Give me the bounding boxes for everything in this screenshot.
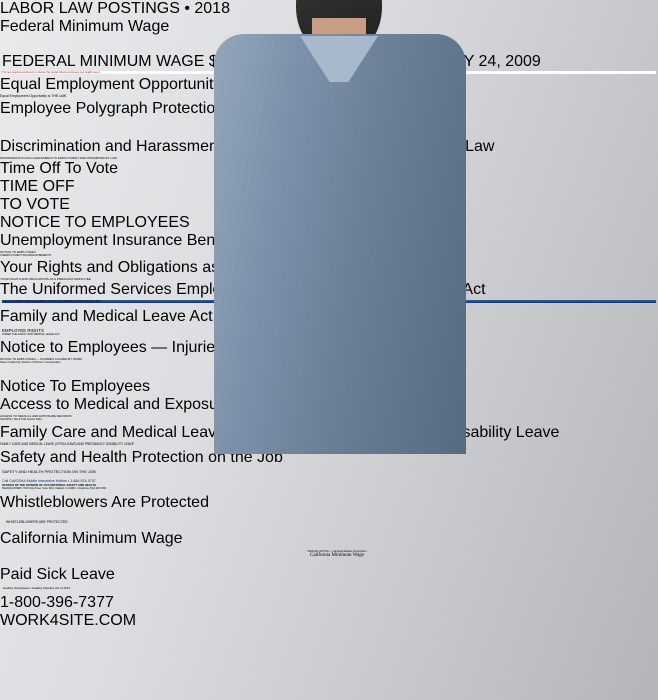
notice-calosha-offices: Call Cal/OSHA Mobile Interactive Hotline…: [0, 477, 658, 494]
notice-subtitle: UNDER THE FAMILY AND MEDICAL LEAVE ACT: [2, 332, 60, 336]
notice-paid-sick-leave: Paid Sick Leave Healthy Workplaces / Hea…: [0, 566, 658, 594]
notice-subtitle: State of California | Division of Worker…: [0, 361, 61, 364]
notice-header: Paid Sick Leave: [0, 566, 115, 583]
notice-header: Unemployment Insurance Benefits: [0, 232, 245, 249]
notice-to-employees-edd: Notice To Employees: [0, 378, 658, 396]
notice-header: Safety and Health Protection on the Job: [0, 449, 283, 466]
notice-time-off-to-vote: Time Off To Vote TIME OFF TO VOTE NOTICE…: [0, 160, 658, 232]
notice-california-minimum-wage: California Minimum Wage OFFICIAL NOTICE …: [0, 530, 658, 566]
notice-subtitle: OFFICES OF THE DIVISION OF OCCUPATIONAL …: [2, 483, 97, 487]
notice-unemployment-insurance: Unemployment Insurance Benefits NOTICE T…: [0, 232, 658, 257]
vote-headline-1: TIME OFF: [0, 178, 75, 195]
notice-header: Notice To Employees: [0, 378, 150, 395]
notice-subtitle: UNEMPLOYMENT INSURANCE BENEFITS: [0, 254, 52, 257]
fmla-title-panel: EMPLOYEE RIGHTS UNDER THE FAMILY AND MED…: [2, 328, 656, 336]
notice-title: EMPLOYEE RIGHTS: [2, 327, 44, 333]
notice-header: Federal Minimum Wage: [0, 18, 170, 35]
notice-title: NOTICE TO EMPLOYEES — INJURIES CAUSED BY…: [0, 357, 83, 361]
notice-header: Family and Medical Leave Act: [0, 308, 213, 325]
person-torso: [214, 34, 466, 454]
notice-fmla: Family and Medical Leave Act EMPLOYEE RI…: [0, 308, 658, 339]
notice-title: NOTICE TO EMPLOYEES: [0, 250, 36, 254]
notice-header: Time Off To Vote: [0, 160, 118, 177]
notice-title: DISCRIMINATION AND HARASSMENT IN EMPLOYM…: [0, 156, 117, 160]
notice-title: California Minimum Wage: [310, 553, 364, 558]
vote-headline-2: TO VOTE: [0, 196, 70, 213]
hotline-title: Call Cal/OSHA Mobile Interactive Hotline…: [2, 479, 96, 483]
notice-title: YOUR RIGHTS AND OBLIGATIONS AS A PREGNAN…: [0, 277, 91, 281]
vote-subhead: NOTICE TO EMPLOYEES: [0, 214, 190, 231]
poster-banner: LABOR LAW POSTINGS • 2018: [0, 0, 658, 18]
notice-subtitle: OFFICIAL NOTICE — Industrial Welfare Com…: [307, 550, 367, 553]
notice-header: Whistleblowers Are Protected: [0, 494, 209, 511]
notice-title: WHISTLEBLOWERS ARE PROTECTED: [6, 520, 68, 524]
brand-number: 4: [49, 612, 59, 629]
notice-title: Healthy Workplaces / Healthy Families Ac…: [3, 586, 71, 590]
notice-title: ACCESS TO MEDICAL AND EXPOSURE RECORDS: [0, 414, 72, 418]
footer-phone[interactable]: 1-800-396-7377: [0, 594, 114, 611]
brand-suffix: SITE.COM: [58, 612, 137, 629]
notice-safety-health-protection: Safety and Health Protection on the Job …: [0, 449, 658, 477]
notice-title: FAMILY CARE AND MEDICAL LEAVE (CFRA LEAV…: [0, 442, 134, 446]
poster-column-right: Safety and Health Protection on the Job …: [0, 449, 658, 630]
brand-prefix: WORK: [0, 612, 50, 629]
notice-header: Employee Polygraph Protection Act: [0, 100, 251, 117]
notice-whistleblowers-protected: Whistleblowers Are Protected WHISTLEBLOW…: [0, 494, 658, 530]
poster-footer: 1-800-396-7377 WORK4SITE.COM: [0, 594, 658, 630]
notice-title: Equal Employment Opportunity is THE LAW: [0, 94, 67, 98]
notice-title: SAFETY AND HEALTH PROTECTION ON THE JOB: [2, 469, 96, 474]
page-title: LABOR LAW POSTINGS • 2018: [0, 0, 230, 17]
notice-subtitle: Cal/OSHA | Title 8 CCR Section 3204: [0, 418, 42, 421]
notice-header: California Minimum Wage: [0, 530, 183, 547]
hq-note: HEADQUARTERS: 1515 Clay Street, Suite 19…: [2, 487, 107, 490]
footer-brand[interactable]: WORK4SITE.COM: [0, 612, 658, 630]
